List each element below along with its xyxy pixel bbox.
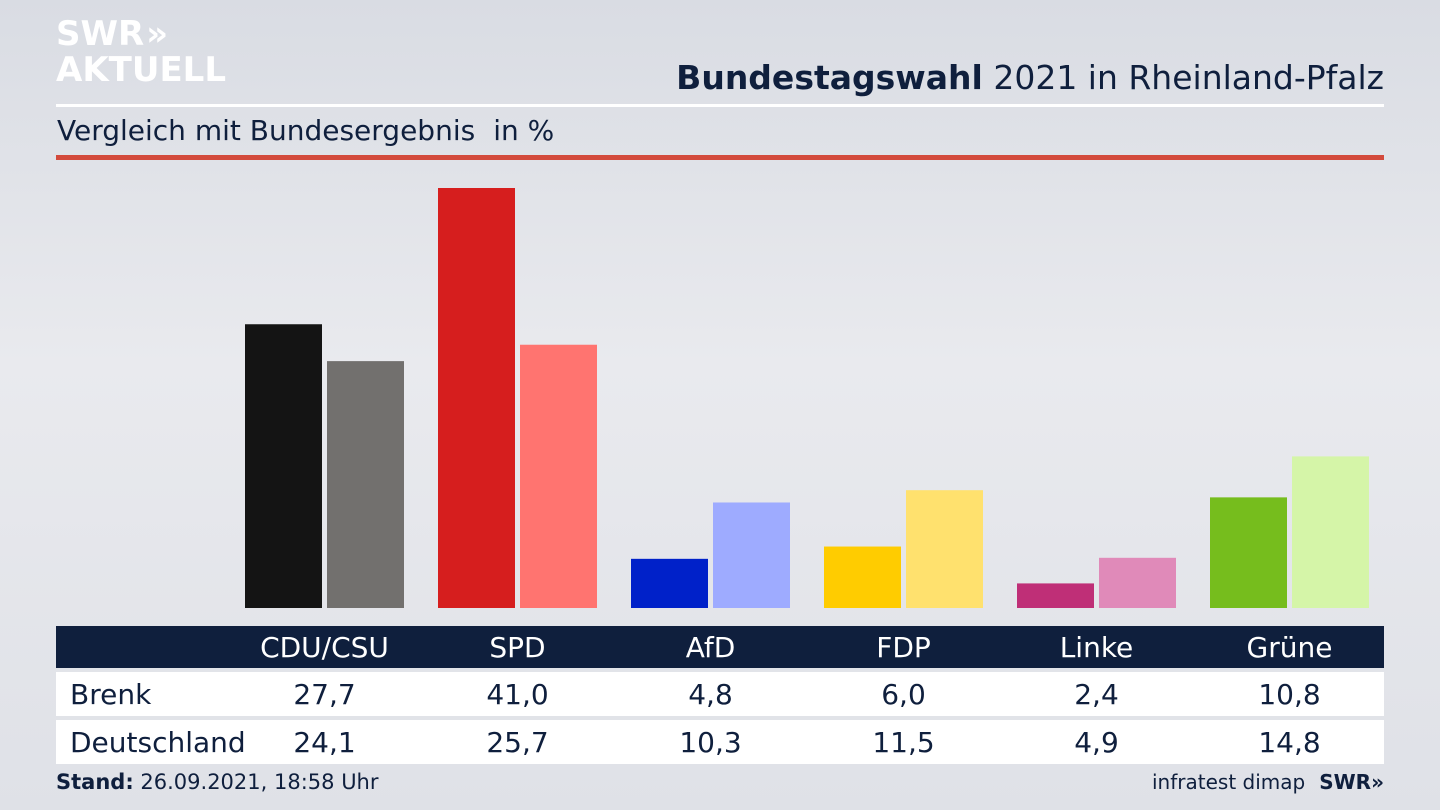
logo-arrows-icon: » <box>146 14 169 54</box>
value-cell-gr-ne-brenk: 10,8 <box>1258 677 1321 711</box>
bar-cdu-csu-deutschland <box>327 361 404 608</box>
page-title: Bundestagswahl 2021 in Rheinland-Pfalz <box>676 58 1384 97</box>
row-label-deutschland: Deutschland <box>70 725 246 759</box>
timestamp-label: Stand: <box>56 770 134 794</box>
value-cell-cdu-csu-deutschland: 24,1 <box>293 725 356 759</box>
bar-linke-deutschland <box>1099 557 1176 608</box>
value-cell-gr-ne-deutschland: 14,8 <box>1258 725 1321 759</box>
value-cell-linke-deutschland: 4,9 <box>1074 725 1119 759</box>
logo-swr: SWR <box>56 14 145 54</box>
value-cell-spd-deutschland: 25,7 <box>486 725 549 759</box>
bar-gr-ne-deutschland <box>1292 456 1369 608</box>
timestamp-value: 26.09.2021, 18:58 Uhr <box>140 770 379 794</box>
source-name: infratest dimap <box>1152 770 1306 794</box>
bar-afd-brenk <box>631 558 708 608</box>
logo-aktuell: AKTUELL <box>56 50 227 90</box>
page-title-rest: 2021 in Rheinland-Pfalz <box>993 58 1384 97</box>
bar-spd-deutschland <box>520 344 597 608</box>
swr-brand-logo: SWR» <box>1319 770 1384 794</box>
row-label-brenk: Brenk <box>70 677 152 711</box>
column-header-cdu-csu: CDU/CSU <box>260 630 389 664</box>
table-header-row: CDU/CSU SPD AfD FDP Linke Grüne <box>56 626 1384 668</box>
source-credit: infratest dimap SWR» <box>1152 770 1384 794</box>
column-header-gr-ne: Grüne <box>1246 630 1333 664</box>
swr-aktuell-logo: SWR» AKTUELL <box>56 16 226 88</box>
value-cell-afd-brenk: 4,8 <box>688 677 733 711</box>
results-table: CDU/CSU SPD AfD FDP Linke Grüne Brenk 27,7 41,… <box>56 626 1384 764</box>
bar-spd-brenk <box>438 188 515 608</box>
table-row-brenk: Brenk 27,7 41,0 4,8 6,0 2,4 10,8 <box>56 672 1384 716</box>
value-cell-spd-brenk: 41,0 <box>486 677 549 711</box>
column-header-spd: SPD <box>489 630 546 664</box>
bar-afd-deutschland <box>713 502 790 608</box>
value-cell-linke-brenk: 2,4 <box>1074 677 1119 711</box>
bar-cdu-csu-brenk <box>245 324 322 608</box>
table-row-deutschland: Deutschland 24,1 25,7 10,3 11,5 4,9 14,8 <box>56 720 1384 764</box>
bar-fdp-deutschland <box>906 490 983 608</box>
value-cell-afd-deutschland: 10,3 <box>679 725 742 759</box>
subtitle-unit: in % <box>493 114 555 147</box>
value-cell-fdp-deutschland: 11,5 <box>872 725 935 759</box>
column-header-afd: AfD <box>685 630 736 664</box>
column-header-linke: Linke <box>1059 630 1134 664</box>
bar-fdp-brenk <box>824 546 901 608</box>
subtitle-text: Vergleich mit Bundesergebnis <box>57 114 476 147</box>
bar-linke-brenk <box>1017 583 1094 608</box>
bar-gr-ne-brenk <box>1210 497 1287 608</box>
value-cell-cdu-csu-brenk: 27,7 <box>293 677 356 711</box>
value-cell-fdp-brenk: 6,0 <box>881 677 926 711</box>
page-title-bold: Bundestagswahl <box>676 58 983 97</box>
subtitle-divider <box>56 155 1384 160</box>
column-header-fdp: FDP <box>876 630 931 664</box>
timestamp: Stand: 26.09.2021, 18:58 Uhr <box>56 770 379 794</box>
chart-subtitle: Vergleich mit Bundesergebnis in % <box>57 114 554 147</box>
title-divider <box>56 104 1384 107</box>
